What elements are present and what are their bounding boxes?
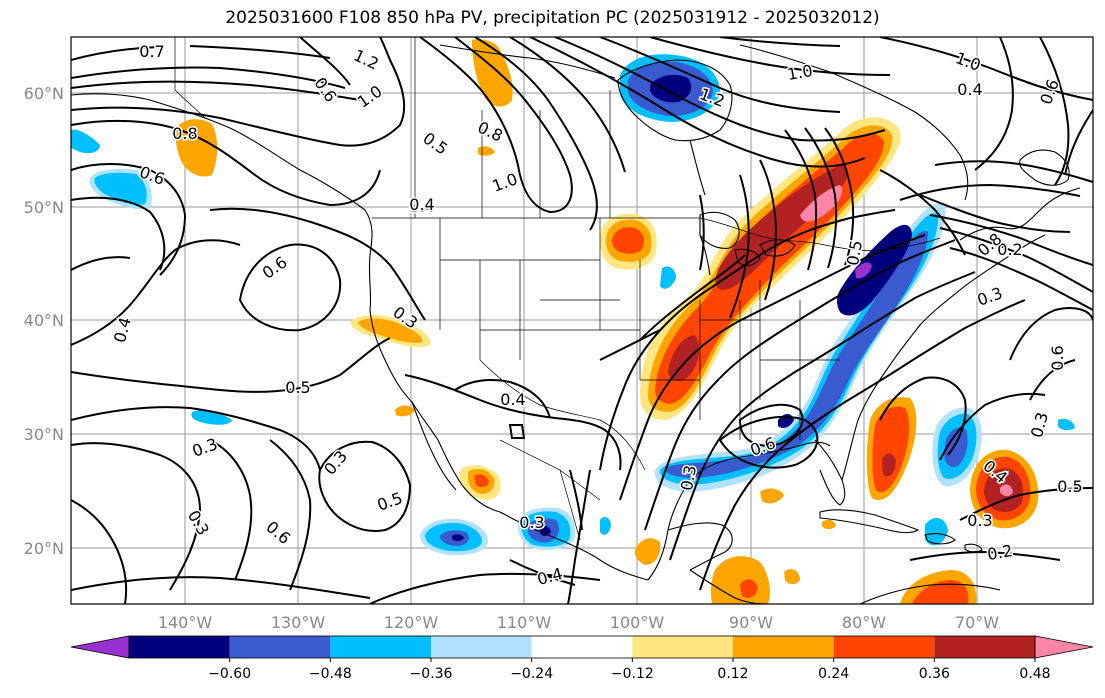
political-borders — [174, 37, 941, 541]
colorbar-segment — [733, 636, 834, 658]
pv-contours — [71, 37, 1093, 604]
lat-tick-label: 30°N — [24, 425, 64, 444]
contour-label: 0.4 — [957, 80, 982, 99]
lat-tick-label: 60°N — [24, 84, 64, 103]
lon-tick-label: 120°W — [384, 613, 439, 632]
colorbar-segment — [129, 636, 230, 658]
colorbar-segment — [229, 636, 331, 658]
coastlines-and-borders — [71, 44, 1081, 604]
colorbar-extend-high — [1034, 635, 1094, 659]
contour-label: 0.5 — [1057, 477, 1082, 496]
contour-label: 0.6 — [1048, 345, 1067, 370]
colorbar-tick-label: −0.48 — [309, 666, 352, 682]
latitude-axis: 60°N 50°N 40°N 30°N 20°N — [24, 84, 64, 558]
colorbar-segment — [833, 636, 935, 658]
lat-tick-label: 20°N — [24, 539, 64, 558]
lon-tick-label: 130°W — [271, 613, 326, 632]
contour-label: 0.4 — [409, 197, 434, 216]
contour-label: 0.2 — [986, 541, 1014, 564]
colorbar-tick-label: −0.24 — [510, 666, 553, 682]
contour-label: 0.3 — [677, 464, 700, 492]
contour-label: 0.3 — [967, 511, 992, 530]
map-frame — [70, 36, 1094, 605]
contour-label: 1.0 — [786, 61, 814, 84]
contour-label: 0.3 — [519, 513, 544, 532]
colorbar-tick-label: 0.24 — [818, 666, 849, 682]
contour-label: 0.2 — [997, 240, 1022, 259]
lon-tick-label: 100°W — [610, 613, 665, 632]
colorbar-extend-low — [70, 635, 130, 659]
colorbar-segment — [330, 636, 431, 658]
colorbar-tick-label: 0.36 — [919, 666, 950, 682]
colorbar-tick-label: −0.12 — [611, 666, 654, 682]
lon-tick-label: 90°W — [729, 613, 773, 632]
lat-tick-label: 40°N — [24, 311, 64, 330]
colorbar-tick-label: −0.36 — [410, 666, 453, 682]
contour-label: 0.3 — [190, 434, 220, 461]
contour-label: 0.4 — [409, 195, 434, 214]
colorbar-tick-label: 0.12 — [717, 666, 748, 682]
contour-label: 0.7 — [139, 42, 164, 61]
figure-title: 2025031600 F108 850 hPa PV, precipitatio… — [225, 8, 880, 28]
colorbar-frame — [128, 635, 1036, 659]
colorbar-segment — [632, 636, 733, 658]
lon-tick-label: 110°W — [497, 613, 552, 632]
lat-tick-label: 50°N — [24, 198, 64, 217]
contour-label: 0.5 — [285, 378, 310, 397]
lon-tick-label: 70°W — [955, 613, 999, 632]
contour-label: 0.5 — [843, 239, 866, 267]
longitude-axis: 140°W 130°W 120°W 110°W 100°W 90°W 80°W … — [158, 613, 999, 632]
colorbar-segment — [934, 636, 1035, 658]
contour-label: 0.8 — [172, 124, 197, 143]
lon-tick-label: 80°W — [842, 613, 886, 632]
colorbar-tick-label: −0.60 — [208, 666, 251, 682]
colorbar-segment — [531, 636, 633, 658]
contour-label: 0.4 — [500, 390, 525, 409]
colorbar-segment — [431, 636, 532, 658]
lon-tick-label: 140°W — [158, 613, 213, 632]
colorbar-tick-label: 0.48 — [1019, 666, 1050, 682]
colorbar: −0.60 −0.48 −0.36 −0.24 −0.12 0.12 0.24 0.36 0.4… — [70, 635, 1094, 682]
